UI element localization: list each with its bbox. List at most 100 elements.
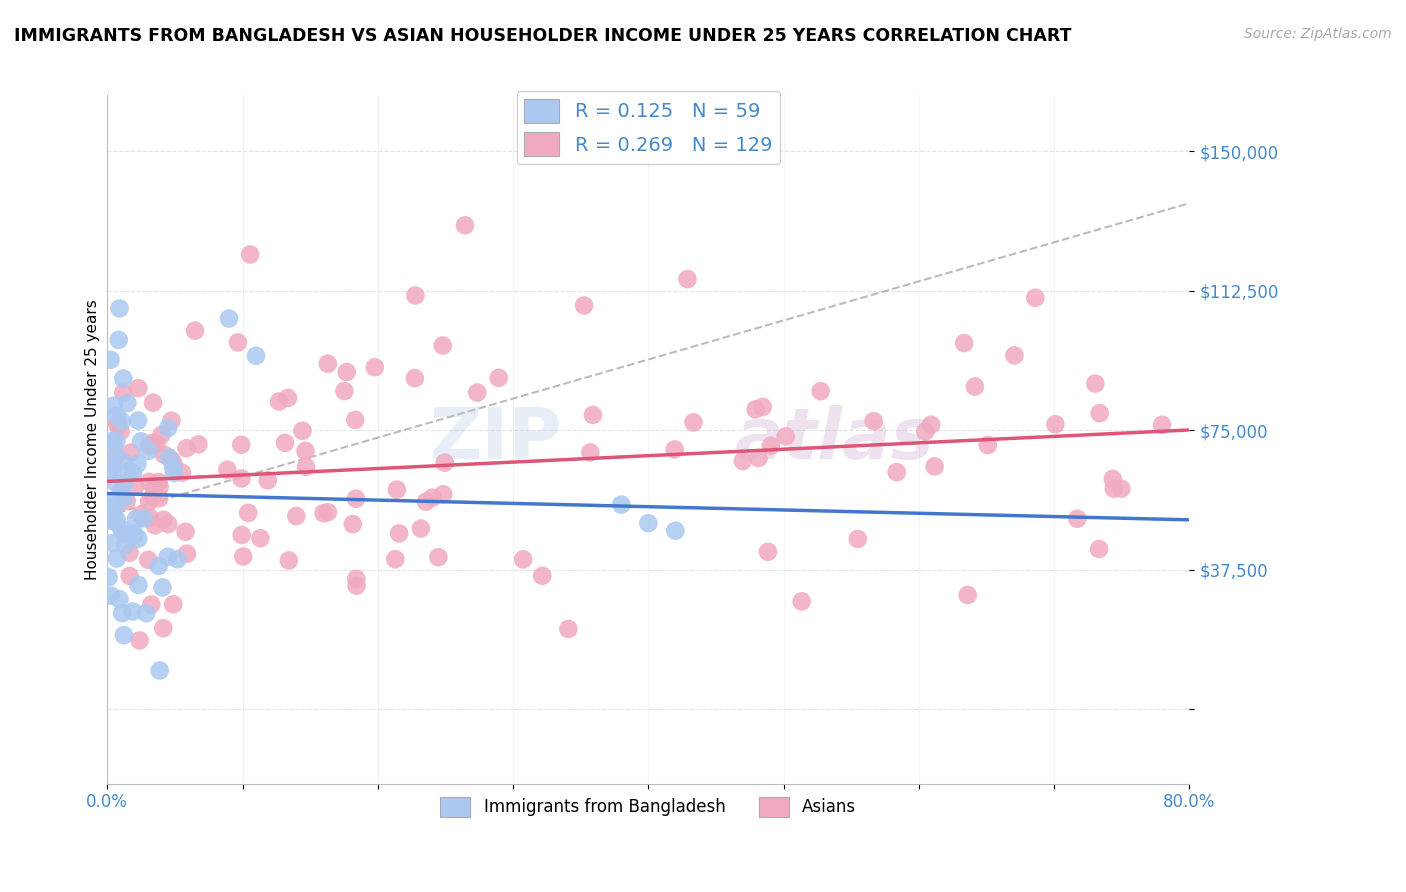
Point bbox=[316, 505, 339, 519]
Point bbox=[142, 395, 165, 409]
Point bbox=[790, 594, 813, 608]
Point bbox=[122, 528, 145, 542]
Point bbox=[108, 592, 131, 607]
Point bbox=[103, 443, 125, 458]
Point bbox=[1002, 348, 1025, 362]
Point bbox=[579, 445, 602, 459]
Point bbox=[112, 385, 135, 400]
Point bbox=[174, 524, 197, 539]
Point bbox=[135, 607, 157, 621]
Point bbox=[157, 450, 180, 465]
Point bbox=[150, 428, 173, 442]
Point bbox=[920, 417, 942, 432]
Point bbox=[110, 425, 132, 439]
Point bbox=[129, 434, 152, 449]
Point bbox=[103, 496, 125, 510]
Point bbox=[294, 444, 316, 458]
Point bbox=[142, 490, 165, 504]
Point bbox=[465, 385, 488, 400]
Point bbox=[111, 414, 134, 428]
Point bbox=[1024, 291, 1046, 305]
Point bbox=[115, 527, 138, 541]
Point bbox=[751, 400, 773, 414]
Point bbox=[107, 333, 129, 347]
Point bbox=[384, 552, 406, 566]
Point bbox=[110, 522, 132, 536]
Point bbox=[162, 597, 184, 611]
Point bbox=[153, 447, 176, 461]
Point bbox=[127, 413, 149, 427]
Point bbox=[404, 371, 426, 385]
Point bbox=[141, 598, 163, 612]
Point bbox=[1045, 417, 1067, 432]
Point bbox=[249, 531, 271, 545]
Point bbox=[963, 379, 986, 393]
Point bbox=[112, 491, 135, 505]
Point bbox=[138, 438, 160, 452]
Point bbox=[157, 517, 180, 532]
Point bbox=[170, 466, 193, 480]
Point bbox=[105, 513, 128, 527]
Point bbox=[756, 545, 779, 559]
Point bbox=[217, 463, 239, 477]
Point bbox=[1101, 472, 1123, 486]
Point bbox=[572, 298, 595, 312]
Point bbox=[143, 480, 166, 494]
Point bbox=[127, 457, 149, 471]
Point bbox=[267, 394, 290, 409]
Point bbox=[145, 437, 167, 451]
Point bbox=[953, 336, 976, 351]
Point bbox=[125, 512, 148, 526]
Point bbox=[415, 494, 437, 508]
Point bbox=[274, 435, 297, 450]
Point bbox=[1088, 406, 1111, 420]
Point bbox=[344, 572, 367, 586]
Point bbox=[409, 521, 432, 535]
Point bbox=[277, 553, 299, 567]
Point bbox=[111, 606, 134, 620]
Point bbox=[101, 536, 124, 550]
Point bbox=[162, 461, 184, 475]
Point bbox=[129, 508, 152, 522]
Point bbox=[128, 633, 150, 648]
Point bbox=[163, 466, 186, 480]
Point bbox=[277, 391, 299, 405]
Point bbox=[1152, 417, 1174, 432]
Point bbox=[97, 570, 120, 584]
Point bbox=[138, 510, 160, 524]
Point bbox=[1088, 542, 1111, 557]
Point bbox=[610, 498, 633, 512]
Point bbox=[432, 338, 454, 352]
Text: ZIP: ZIP bbox=[429, 405, 562, 474]
Point bbox=[160, 414, 183, 428]
Point bbox=[184, 324, 207, 338]
Point bbox=[118, 464, 141, 478]
Point bbox=[404, 288, 426, 302]
Text: Source: ZipAtlas.com: Source: ZipAtlas.com bbox=[1244, 27, 1392, 41]
Point bbox=[100, 589, 122, 603]
Point bbox=[115, 494, 138, 508]
Point bbox=[166, 552, 188, 566]
Point bbox=[105, 551, 128, 566]
Point bbox=[104, 475, 127, 490]
Point bbox=[143, 518, 166, 533]
Point bbox=[132, 511, 155, 525]
Text: atlas: atlas bbox=[735, 405, 935, 474]
Text: IMMIGRANTS FROM BANGLADESH VS ASIAN HOUSEHOLDER INCOME UNDER 25 YEARS CORRELATIO: IMMIGRANTS FROM BANGLADESH VS ASIAN HOUS… bbox=[14, 27, 1071, 45]
Point bbox=[312, 506, 335, 520]
Point bbox=[385, 483, 408, 497]
Point bbox=[117, 396, 139, 410]
Point bbox=[136, 553, 159, 567]
Point bbox=[582, 408, 605, 422]
Point bbox=[231, 471, 253, 485]
Point bbox=[637, 516, 659, 531]
Point bbox=[664, 442, 686, 457]
Point bbox=[956, 588, 979, 602]
Point bbox=[427, 550, 450, 565]
Point bbox=[118, 569, 141, 583]
Point bbox=[127, 532, 149, 546]
Point bbox=[977, 438, 1000, 452]
Point bbox=[886, 465, 908, 479]
Point bbox=[344, 413, 367, 427]
Point bbox=[141, 436, 163, 450]
